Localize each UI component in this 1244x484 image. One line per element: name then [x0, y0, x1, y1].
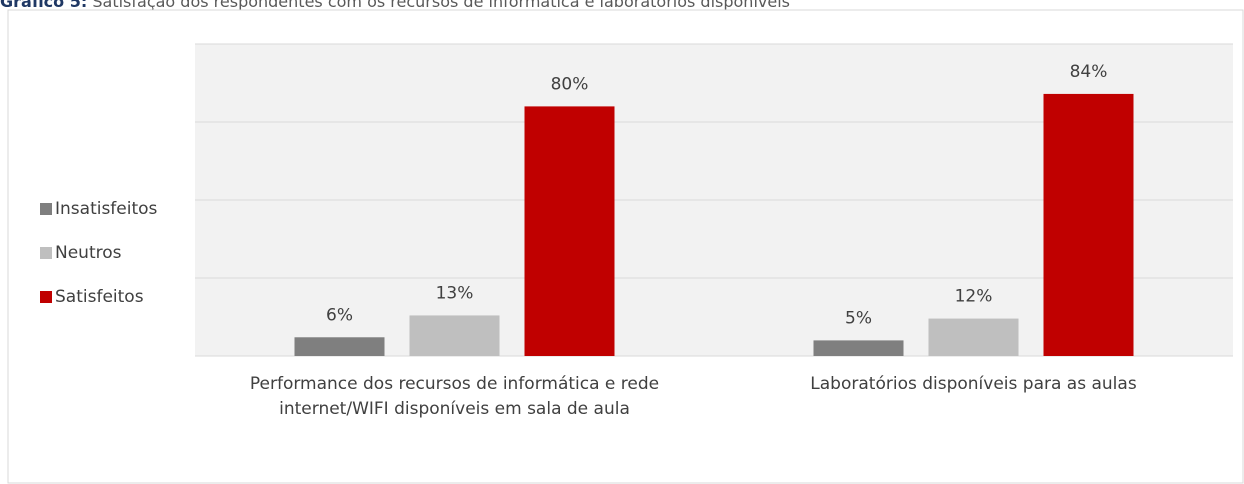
bar: [409, 315, 500, 356]
legend-label: Insatisfeitos: [55, 199, 158, 219]
title-row: Gráfico 5: Satisfação dos respondentes c…: [0, 0, 790, 11]
chart-title: Satisfação dos respondentes com os recur…: [92, 0, 790, 11]
x-tick-label: Laboratórios disponíveis para as aulas: [810, 374, 1137, 394]
bar: [1043, 93, 1134, 357]
legend-swatch: [40, 291, 52, 303]
value-label: 84%: [1070, 62, 1108, 82]
legend-swatch: [40, 247, 52, 259]
bar: [928, 318, 1019, 356]
chart-border: [7, 9, 1244, 484]
title-label: Gráfico 5:: [0, 0, 88, 11]
x-tick-label: Performance dos recursos de informática …: [249, 374, 660, 419]
value-label: 6%: [326, 305, 353, 325]
legend-swatch: [40, 203, 52, 215]
value-label: 13%: [436, 283, 474, 303]
value-label: 12%: [955, 287, 993, 307]
value-label: 80%: [551, 74, 589, 94]
bar: [524, 106, 615, 357]
legend-label: Neutros: [55, 243, 122, 263]
bar: [294, 337, 385, 356]
bar: [813, 340, 904, 356]
legend-label: Satisfeitos: [55, 287, 144, 307]
value-label: 5%: [845, 308, 872, 328]
